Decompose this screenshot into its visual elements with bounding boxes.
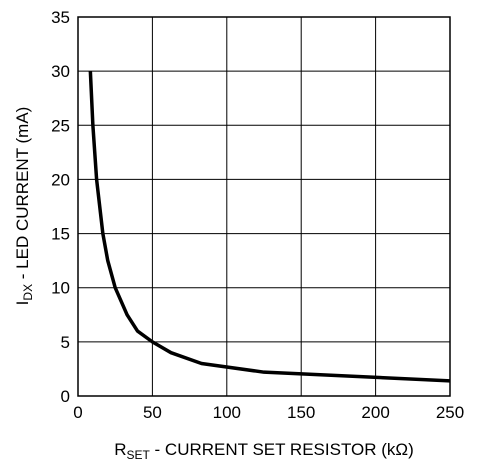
x-tick-label: 150 [287,403,315,422]
x-tick-label: 250 [436,403,464,422]
x-label-rest: - CURRENT SET RESISTOR (kΩ) [150,440,414,459]
x-tick-label: 0 [73,403,82,422]
y-tick-label: 30 [51,62,70,81]
y-tick-label: 35 [51,8,70,27]
y-tick-label: 20 [51,170,70,189]
x-tick-label: 200 [361,403,389,422]
x-tick-label: 50 [143,403,162,422]
x-label-sub: SET [126,448,150,462]
y-tick-label: 15 [51,225,70,244]
y-label-rest: - LED CURRENT (mA) [13,107,32,284]
y-axis-label: IDX - LED CURRENT (mA) [13,107,35,306]
y-label-sub: DX [21,284,35,301]
y-tick-label: 0 [61,387,70,406]
y-tick-label: 25 [51,116,70,135]
x-axis-label: RSET - CURRENT SET RESISTOR (kΩ) [114,440,414,462]
x-label-main: R [114,440,126,459]
y-tick-label: 5 [61,333,70,352]
y-label-main: I [13,301,32,306]
data-line [88,71,451,383]
y-tick-label: 10 [51,279,70,298]
plot-frame [77,16,451,397]
x-tick-label: 100 [213,403,241,422]
